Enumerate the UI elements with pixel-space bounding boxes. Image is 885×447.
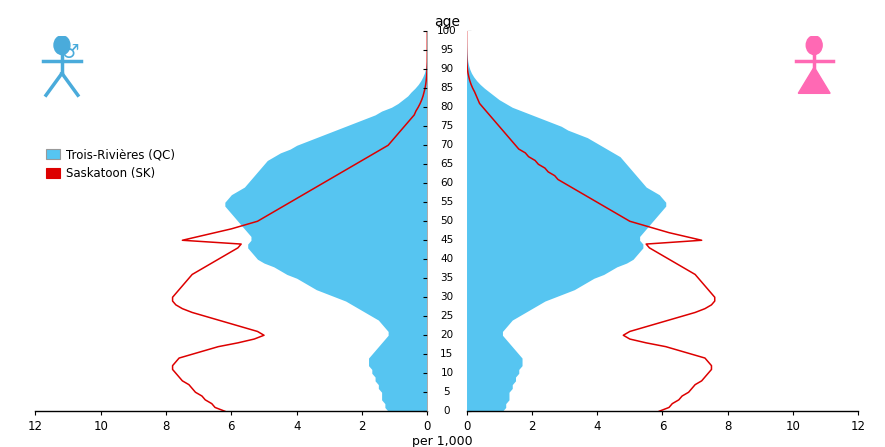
- Text: 35: 35: [441, 273, 453, 283]
- Text: 65: 65: [441, 159, 453, 169]
- Text: 0: 0: [443, 406, 450, 416]
- Title: age: age: [434, 15, 460, 29]
- Text: 5: 5: [443, 387, 450, 397]
- Text: 85: 85: [441, 83, 453, 93]
- Circle shape: [54, 36, 70, 55]
- Text: per 1,000: per 1,000: [412, 435, 473, 447]
- Text: 80: 80: [441, 102, 453, 112]
- Text: 60: 60: [441, 178, 453, 188]
- Text: ♂: ♂: [62, 42, 80, 62]
- Text: 20: 20: [441, 330, 453, 340]
- Text: 40: 40: [441, 254, 453, 264]
- Text: 45: 45: [441, 235, 453, 245]
- Text: 70: 70: [441, 140, 453, 150]
- Text: 90: 90: [441, 64, 453, 74]
- Circle shape: [806, 36, 822, 55]
- Text: 95: 95: [441, 45, 453, 55]
- Text: 50: 50: [441, 216, 453, 226]
- Legend: Trois-Rivières (QC), Saskatoon (SK): Trois-Rivières (QC), Saskatoon (SK): [42, 143, 180, 185]
- Text: 30: 30: [441, 292, 453, 302]
- Polygon shape: [798, 67, 830, 93]
- Text: 15: 15: [441, 349, 453, 359]
- Text: 100: 100: [437, 26, 457, 36]
- Text: 55: 55: [441, 197, 453, 207]
- Text: 75: 75: [441, 121, 453, 131]
- Text: 10: 10: [441, 368, 453, 378]
- Text: 25: 25: [441, 311, 453, 321]
